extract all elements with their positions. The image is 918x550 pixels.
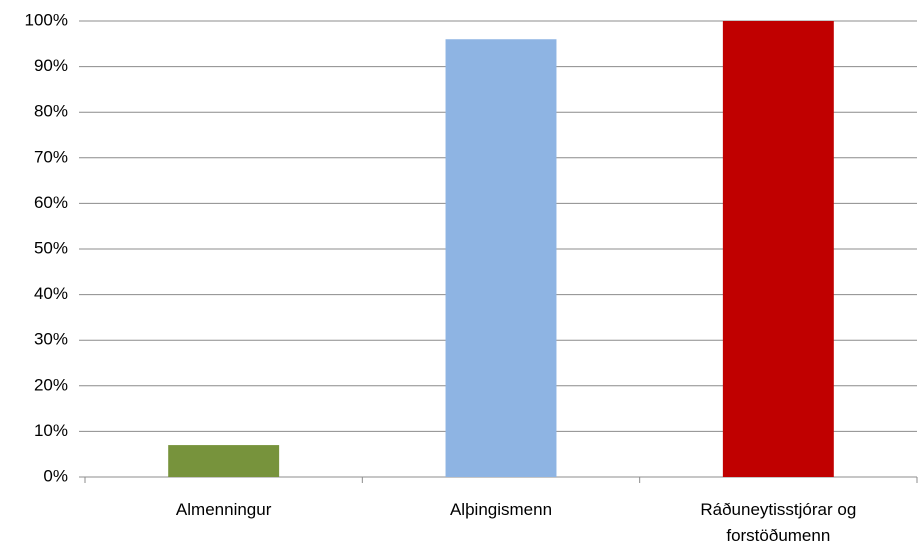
y-tick-label: 10% [34, 421, 68, 440]
y-tick-label: 60% [34, 193, 68, 212]
y-tick-label: 30% [34, 330, 68, 349]
y-tick-label: 50% [34, 238, 68, 257]
y-tick-label: 20% [34, 375, 68, 394]
bar [722, 21, 834, 477]
bar [445, 39, 557, 478]
y-tick-label: 40% [34, 284, 68, 303]
y-tick-label: 90% [34, 56, 68, 75]
x-tick-label: Ráðuneytisstjórar og forstöðumenn [700, 500, 857, 545]
y-tick-label: 80% [34, 102, 68, 121]
y-tick-label: 100% [25, 10, 68, 29]
y-tick-label: 0% [43, 466, 68, 485]
x-tick-label: Almenningur [175, 500, 272, 519]
bar [168, 445, 280, 477]
x-tick-label: Alþingismenn [449, 500, 553, 519]
y-tick-label: 70% [34, 147, 68, 166]
